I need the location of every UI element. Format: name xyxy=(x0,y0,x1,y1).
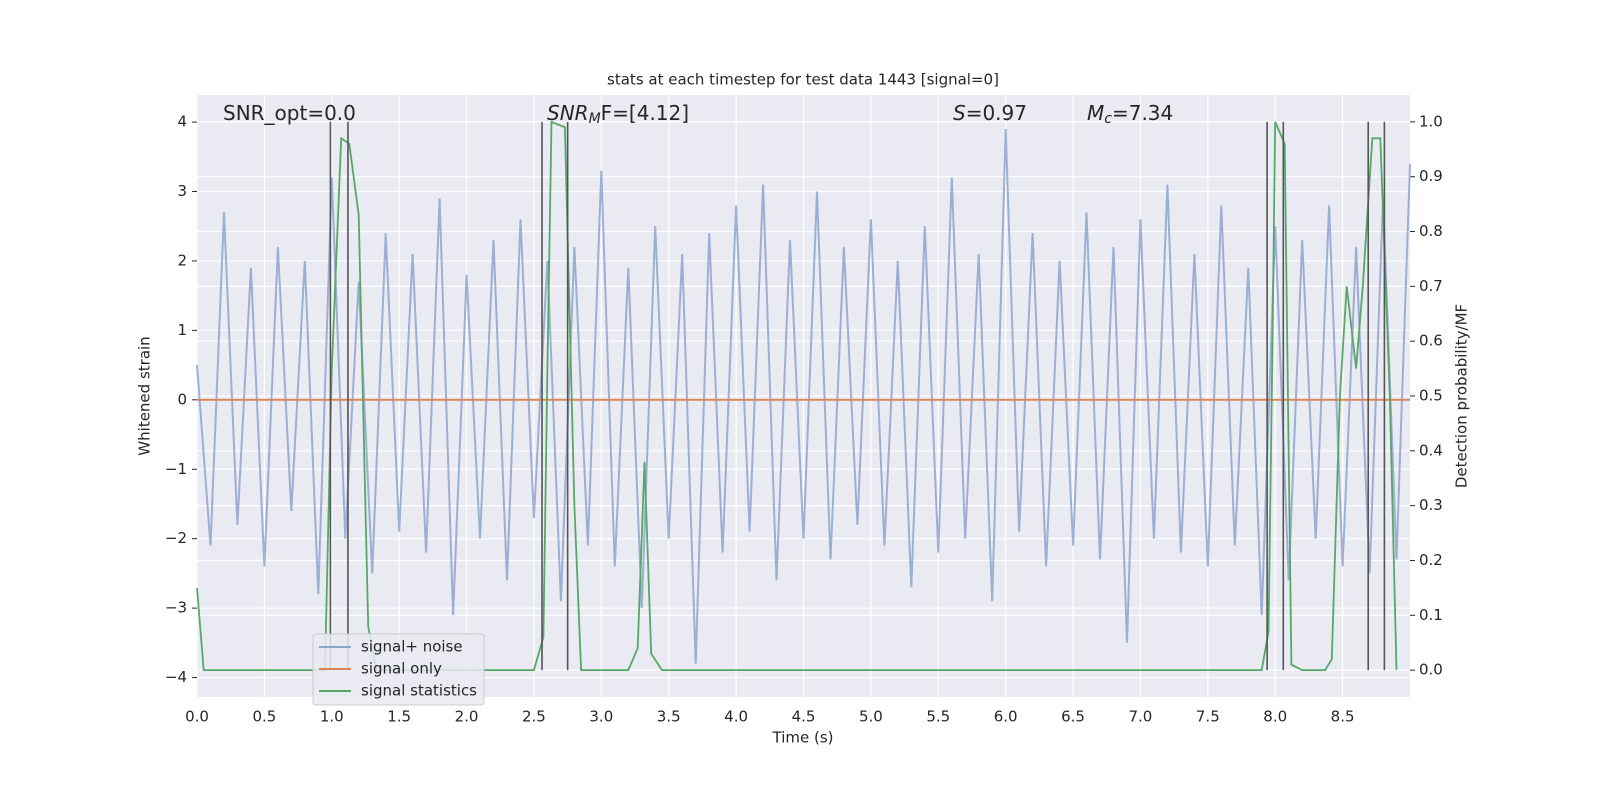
y-tick-label: −4 xyxy=(165,668,187,686)
x-tick-label: 3.5 xyxy=(657,708,681,726)
y2-tick-label: 0.3 xyxy=(1419,496,1443,514)
legend-label: signal statistics xyxy=(361,682,477,700)
y2-tick-label: 0.1 xyxy=(1419,606,1443,624)
y-tick-label: −1 xyxy=(165,460,187,478)
x-tick-label: 0.5 xyxy=(252,708,276,726)
y2-axis-label: Detection probability/MF xyxy=(1453,304,1471,488)
x-tick-label: 5.5 xyxy=(926,708,950,726)
legend-label: signal+ noise xyxy=(361,638,463,656)
y2-tick-label: 1.0 xyxy=(1419,112,1443,130)
chart-title: stats at each timestep for test data 144… xyxy=(607,71,999,89)
x-tick-label: 0.0 xyxy=(185,708,209,726)
x-tick-label: 6.0 xyxy=(994,708,1018,726)
x-tick-label: 8.0 xyxy=(1263,708,1287,726)
series-line xyxy=(196,128,1411,664)
x-tick-label: 7.5 xyxy=(1196,708,1220,726)
annotation-text: =0.97 xyxy=(966,101,1027,125)
annotation-text: SNR xyxy=(547,101,589,125)
x-tick-label: 2.5 xyxy=(522,708,546,726)
y2-tick-label: 0.0 xyxy=(1419,661,1443,679)
y-tick-label: 0 xyxy=(177,390,187,408)
y-tick-label: 1 xyxy=(177,321,187,339)
y-tick-label: 3 xyxy=(177,182,187,200)
y2-tick-label: 0.8 xyxy=(1419,222,1443,240)
annotation-text: SNR_opt=0.0 xyxy=(223,101,356,125)
y2-tick-label: 0.7 xyxy=(1419,277,1443,295)
y-axis-label: Whitened strain xyxy=(136,336,154,455)
legend-label: signal only xyxy=(361,660,442,678)
annotation: Mc=7.34 xyxy=(1087,101,1173,128)
annotation-subscript: c xyxy=(1104,111,1112,127)
annotation-text: =7.34 xyxy=(1112,101,1173,125)
y2-tick-label: 0.2 xyxy=(1419,551,1443,569)
annotation-text: S xyxy=(953,101,966,125)
annotation: SNRMF=[4.12] xyxy=(547,101,689,128)
annotation: S=0.97 xyxy=(953,101,1027,125)
series-line xyxy=(196,120,1398,671)
x-tick-label: 3.0 xyxy=(589,708,613,726)
annotation-subscript: M xyxy=(589,111,601,127)
x-tick-label: 6.5 xyxy=(1061,708,1085,726)
x-axis-label: Time (s) xyxy=(772,729,834,747)
x-tick-label: 4.5 xyxy=(792,708,816,726)
annotation-text: F=[4.12] xyxy=(601,101,689,125)
x-tick-label: 7.0 xyxy=(1129,708,1153,726)
x-tick-label: 2.0 xyxy=(455,708,479,726)
annotation: SNR_opt=0.0 xyxy=(223,101,356,125)
y-tick-label: 4 xyxy=(177,113,187,131)
x-tick-label: 4.0 xyxy=(724,708,748,726)
y2-tick-label: 0.9 xyxy=(1419,167,1443,185)
x-tick-label: 5.0 xyxy=(859,708,883,726)
y2-tick-label: 0.4 xyxy=(1419,441,1443,459)
y-tick-label: 2 xyxy=(177,251,187,269)
y2-tick-label: 0.5 xyxy=(1419,387,1443,405)
y2-tick-label: 0.6 xyxy=(1419,332,1443,350)
legend-box xyxy=(312,633,485,706)
x-tick-label: 1.0 xyxy=(320,708,344,726)
y-tick-label: −2 xyxy=(165,529,187,547)
y-tick-label: −3 xyxy=(165,599,187,617)
x-tick-label: 8.5 xyxy=(1331,708,1355,726)
x-tick-label: 1.5 xyxy=(387,708,411,726)
annotation-text: M xyxy=(1087,101,1104,125)
